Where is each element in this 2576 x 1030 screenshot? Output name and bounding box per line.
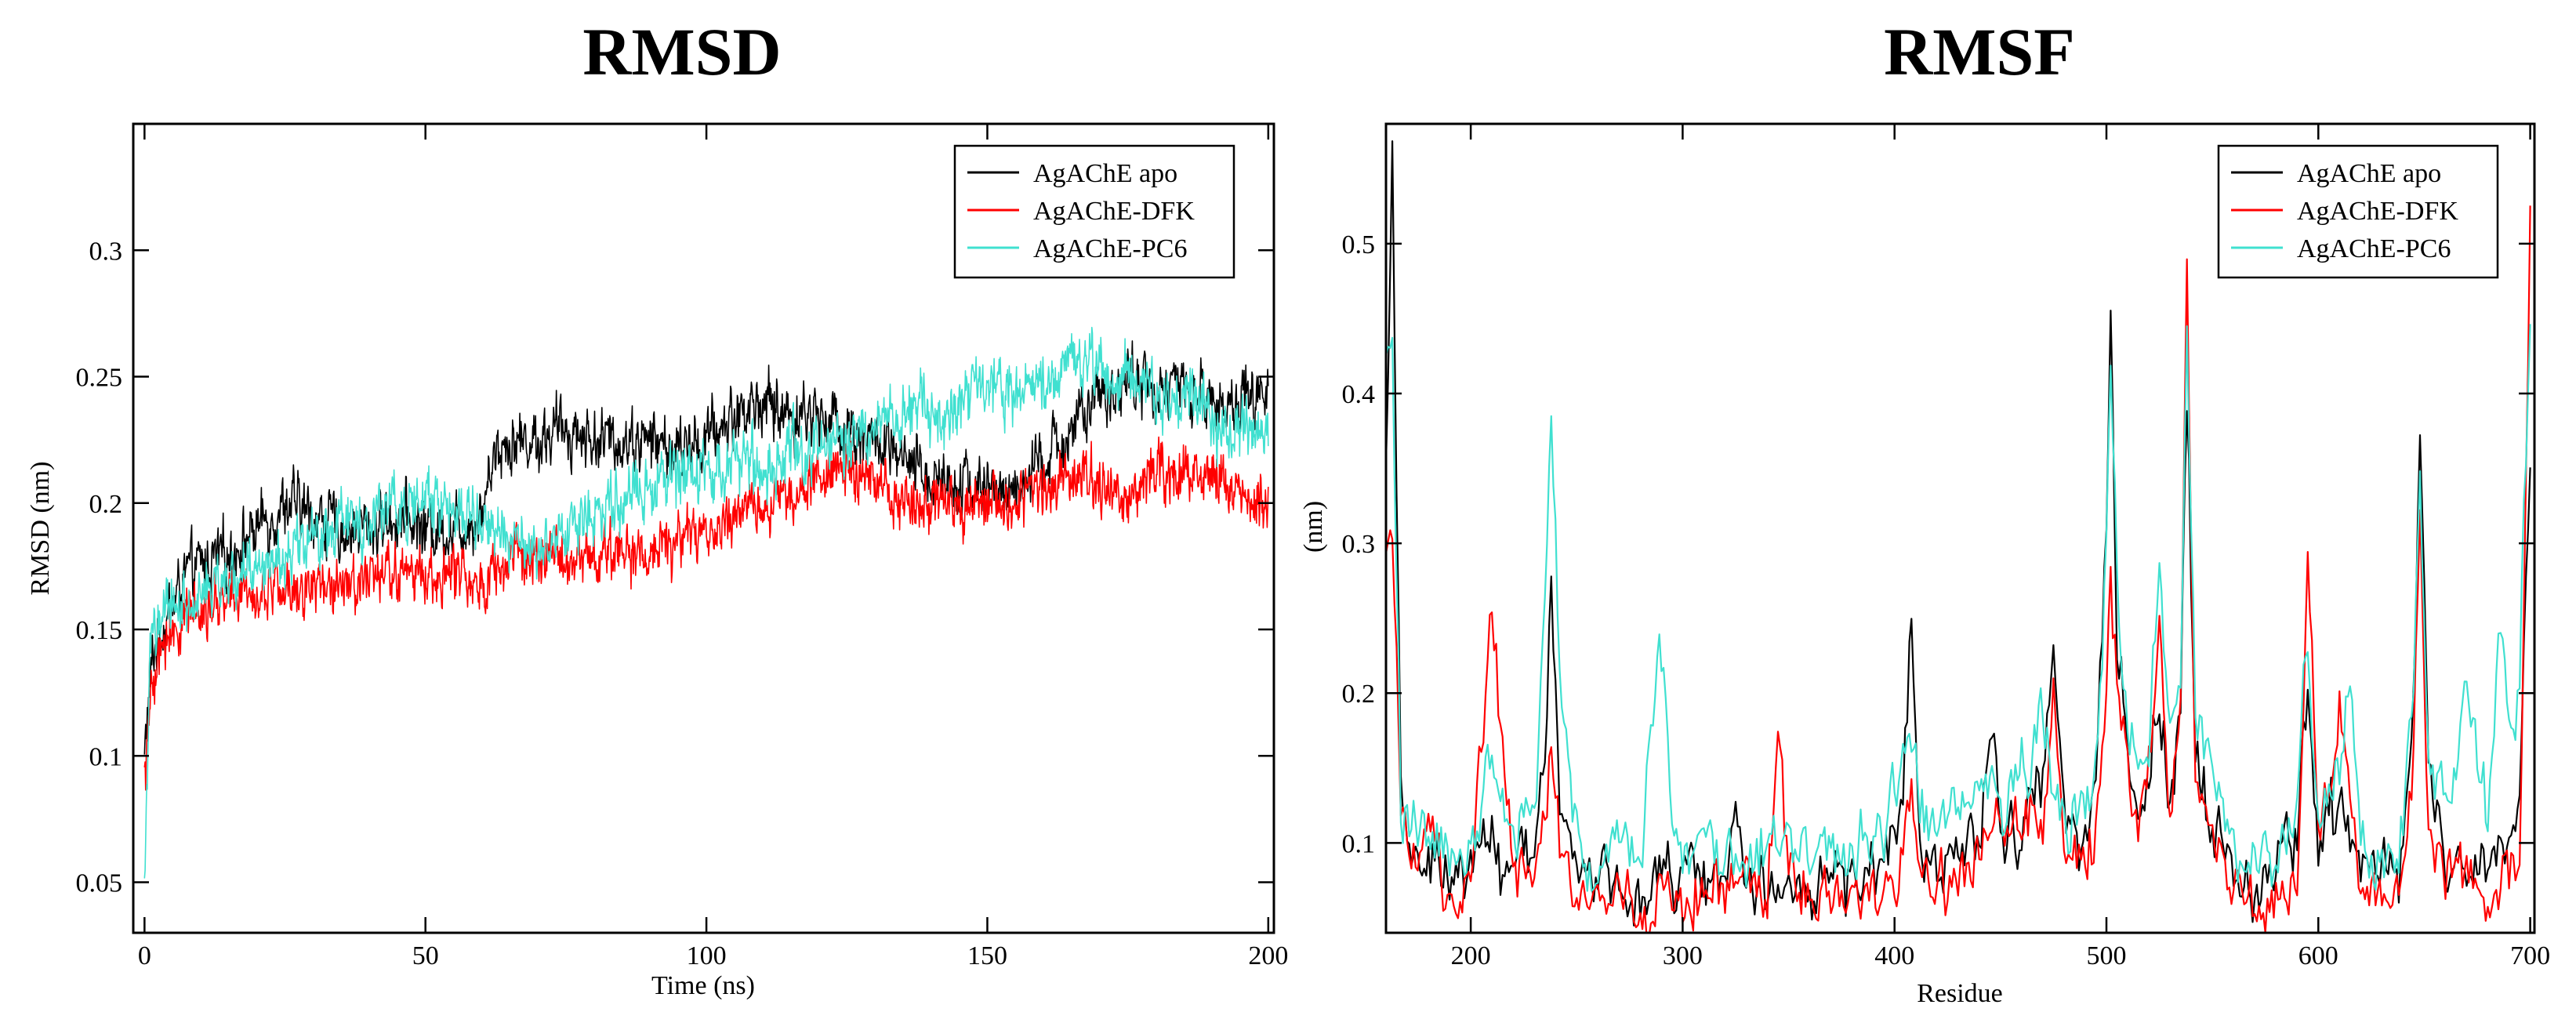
rmsd-series-lines: [143, 326, 1269, 879]
rmsf-ytick-label: 0.4: [1342, 380, 1376, 409]
rmsf-panel: RMSF 200 300 400 500 600 700 0.1 0.2 0.3 0.4 0.5 R…: [1299, 14, 2550, 1008]
rmsf-xlabel: Residue: [1917, 979, 2003, 1008]
rmsd-series-line-1: [143, 340, 1269, 755]
rmsd-panel: RMSD 0 50 100 150 200 0.05 0.1 0.15 0.2 0.25 0.3 T…: [26, 14, 1288, 1000]
rmsd-xtick-label: 50: [412, 941, 439, 970]
rmsf-legend-label-apo: AgAChE apo: [2297, 159, 2441, 188]
rmsd-ylabel: RMSD (nm): [26, 462, 55, 596]
rmsd-axis-ticks: 0 50 100 150 200 0.05 0.1 0.15 0.2 0.25 0.3: [76, 124, 1288, 970]
rmsd-title: RMSD: [582, 14, 781, 89]
rmsd-legend-label-dfk: AgAChE-DFK: [1033, 197, 1195, 226]
rmsd-xtick-label: 150: [967, 941, 1007, 970]
rmsf-xtick-label: 600: [2298, 941, 2338, 970]
rmsd-series-line-2: [143, 436, 1269, 791]
rmsf-series-line-2: [1386, 205, 2531, 933]
rmsd-ytick-label: 0.25: [76, 364, 123, 393]
rmsd-xlabel: Time (ns): [651, 971, 755, 1000]
rmsd-legend-box: [953, 144, 1235, 279]
rmsf-axis-ticks: 200 300 400 500 600 700 0.1 0.2 0.3 0.4 0.5: [1342, 124, 2550, 970]
rmsd-ytick-label: 0.1: [89, 742, 123, 771]
rmsd-ytick-label: 0.15: [76, 616, 123, 645]
rmsf-title: RMSF: [1884, 14, 2075, 89]
rmsf-legend: AgAChE apo AgAChE-DFK AgAChE-PC6: [2217, 144, 2499, 279]
rmsd-series-line-3: [143, 326, 1269, 879]
rmsd-ytick-label: 0.2: [89, 490, 123, 519]
rmsd-ytick-label: 0.05: [76, 869, 123, 898]
rmsf-ytick-label: 0.3: [1342, 530, 1376, 559]
rmsf-plot-frame: [1384, 122, 2536, 934]
rmsd-legend: AgAChE apo AgAChE-DFK AgAChE-PC6: [953, 144, 1235, 279]
rmsf-xtick-label: 400: [1874, 941, 1914, 970]
rmsf-legend-box: [2217, 144, 2499, 279]
rmsf-ylabel: (nm): [1299, 501, 1328, 553]
rmsf-xtick-label: 300: [1663, 941, 1703, 970]
rmsf-series-line-3: [1386, 324, 2531, 892]
rmsd-xtick-label: 0: [138, 941, 151, 970]
rmsd-xtick-label: 200: [1248, 941, 1288, 970]
rmsf-ytick-label: 0.2: [1342, 680, 1376, 709]
rmsf-xtick-label: 200: [1451, 941, 1491, 970]
rmsf-xtick-label: 500: [2087, 941, 2127, 970]
rmsd-ytick-label: 0.3: [89, 237, 123, 266]
rmsf-ytick-label: 0.5: [1342, 230, 1376, 259]
rmsd-xtick-label: 100: [687, 941, 727, 970]
rmsd-legend-label-pc6: AgAChE-PC6: [1033, 234, 1187, 263]
rmsd-legend-label-apo: AgAChE apo: [1033, 159, 1177, 188]
rmsf-series-lines: [1386, 140, 2531, 933]
rmsf-legend-label-pc6: AgAChE-PC6: [2297, 234, 2451, 263]
rmsf-legend-label-dfk: AgAChE-DFK: [2297, 197, 2458, 226]
rmsf-xtick-label: 700: [2510, 941, 2550, 970]
rmsf-ytick-label: 0.1: [1342, 829, 1376, 858]
rmsf-series-line-1: [1386, 140, 2531, 927]
rmsd-plot-frame: [132, 122, 1275, 934]
